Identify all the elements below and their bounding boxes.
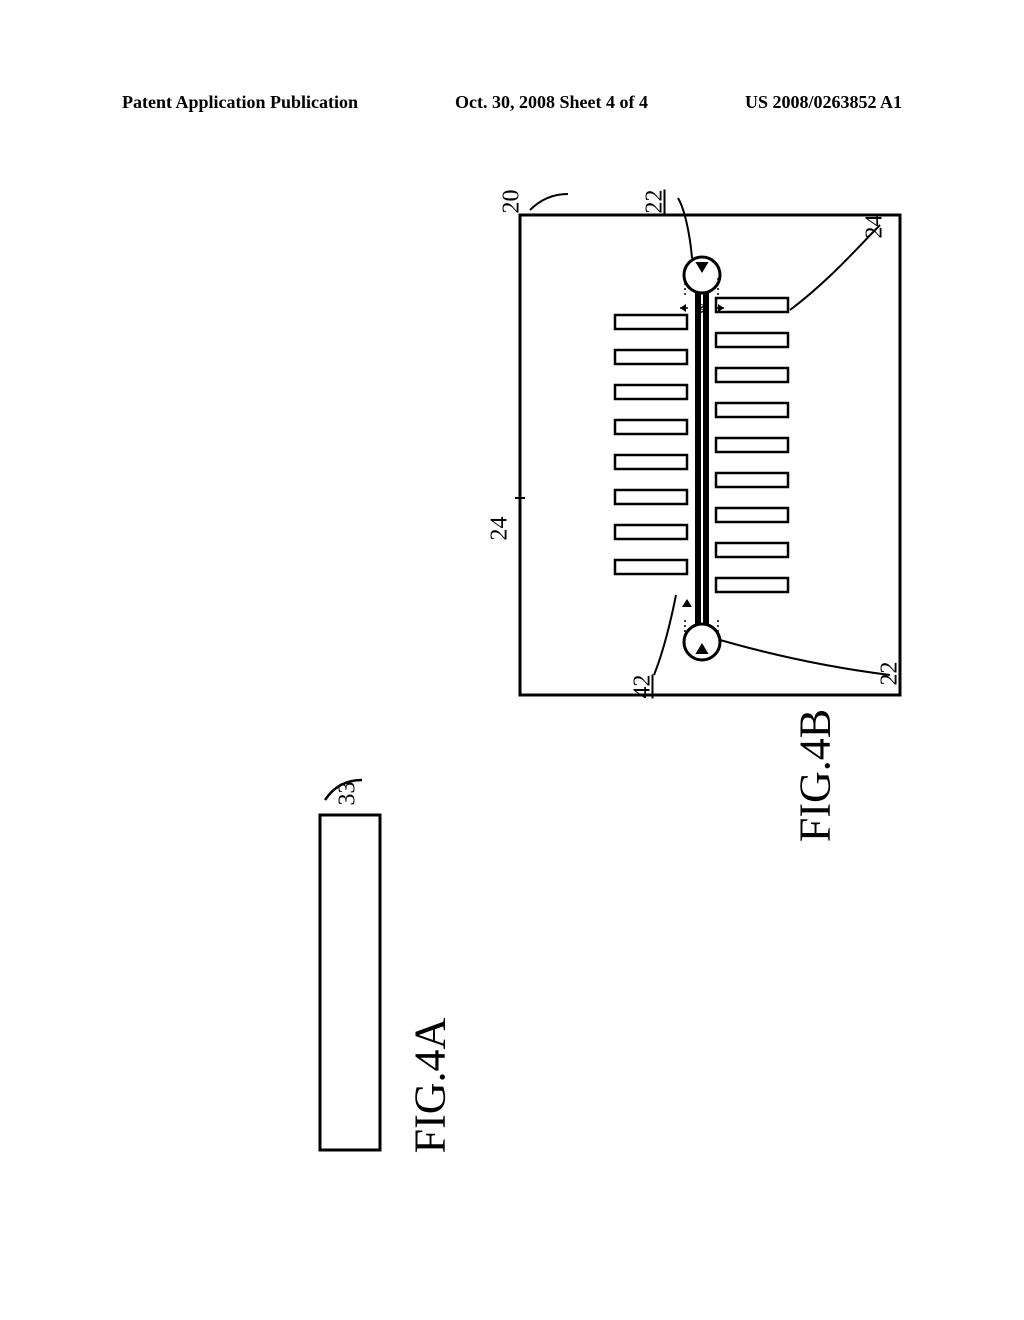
ref-33: 33	[335, 782, 362, 806]
ref-42: 42	[630, 675, 657, 699]
ref-22-bottom: 22	[877, 662, 904, 686]
figure-area: FIG.4A FIG.4B 33 20 22 22 24 24 42 w	[90, 180, 910, 1160]
header-right: US 2008/0263852 A1	[745, 92, 902, 113]
header-center: Oct. 30, 2008 Sheet 4 of 4	[455, 92, 648, 113]
ref-24-left: 24	[487, 517, 514, 541]
fig4a-label: FIG.4A	[405, 986, 456, 1186]
w-label: w	[690, 302, 711, 315]
ref-24-right: 24	[862, 215, 889, 239]
ref-22-top: 22	[642, 190, 669, 214]
page-header: Patent Application Publication Oct. 30, …	[122, 92, 902, 113]
fig4b-label: FIG.4B	[790, 676, 841, 876]
ref-20: 20	[499, 190, 526, 214]
header-left: Patent Application Publication	[122, 92, 358, 113]
figure-svg	[90, 180, 910, 1160]
